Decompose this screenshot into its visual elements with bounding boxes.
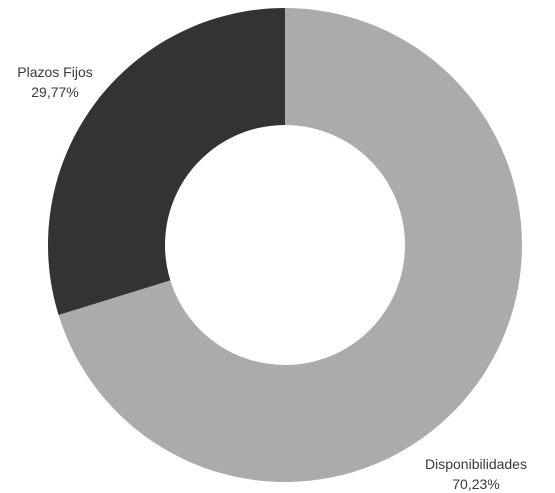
slice-label-disponibilidades-name: Disponibilidades [425, 456, 527, 472]
donut-slice-disponibilidades [58, 8, 523, 483]
slice-label-disponibilidades-value: 70,23% [452, 476, 499, 492]
donut-slice-plazos-fijos [47, 8, 285, 315]
slice-label-plazos-fijos-name: Plazos Fijos [17, 64, 92, 80]
slice-label-plazos-fijos-value: 29,77% [31, 84, 78, 100]
donut-slices [47, 8, 523, 483]
